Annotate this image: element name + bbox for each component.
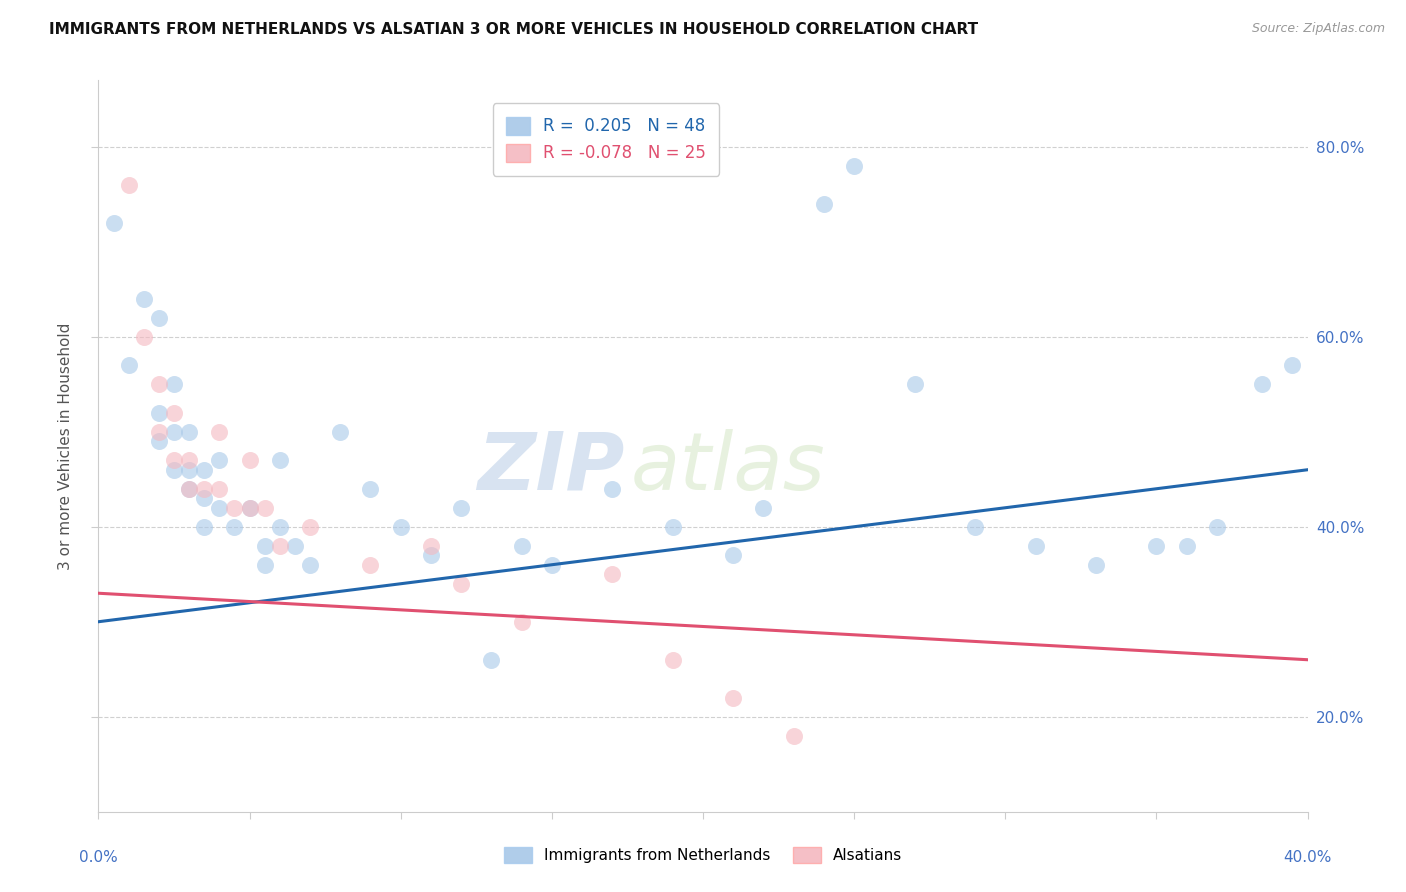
Point — [510, 615, 533, 629]
Point — [1281, 358, 1303, 372]
Y-axis label: 3 or more Vehicles in Household: 3 or more Vehicles in Household — [58, 322, 73, 570]
Point — [148, 310, 170, 325]
Point — [179, 425, 201, 439]
Point — [208, 482, 231, 496]
Point — [148, 434, 170, 449]
Point — [118, 178, 141, 192]
Point — [179, 482, 201, 496]
Point — [163, 377, 186, 392]
Point — [450, 500, 472, 515]
Point — [284, 539, 307, 553]
Point — [269, 539, 291, 553]
Point — [269, 453, 291, 467]
Point — [965, 520, 987, 534]
Point — [329, 425, 352, 439]
Point — [481, 653, 503, 667]
Point — [239, 500, 262, 515]
Point — [253, 500, 276, 515]
Point — [193, 491, 215, 506]
Point — [420, 548, 443, 562]
Point — [239, 453, 262, 467]
Point — [224, 520, 246, 534]
Legend: Immigrants from Netherlands, Alsatians: Immigrants from Netherlands, Alsatians — [496, 839, 910, 871]
Point — [179, 453, 201, 467]
Text: 0.0%: 0.0% — [79, 850, 118, 864]
Text: IMMIGRANTS FROM NETHERLANDS VS ALSATIAN 3 OR MORE VEHICLES IN HOUSEHOLD CORRELAT: IMMIGRANTS FROM NETHERLANDS VS ALSATIAN … — [49, 22, 979, 37]
Point — [103, 216, 125, 230]
Text: atlas: atlas — [630, 429, 825, 507]
Point — [540, 558, 562, 572]
Point — [132, 330, 155, 344]
Point — [163, 453, 186, 467]
Point — [208, 453, 231, 467]
Point — [661, 653, 683, 667]
Point — [193, 520, 215, 534]
Point — [360, 558, 382, 572]
Text: 40.0%: 40.0% — [1284, 850, 1331, 864]
Point — [299, 520, 322, 534]
Point — [148, 406, 170, 420]
Point — [148, 425, 170, 439]
Point — [208, 500, 231, 515]
Point — [844, 159, 866, 173]
Legend: R =  0.205   N = 48, R = -0.078   N = 25: R = 0.205 N = 48, R = -0.078 N = 25 — [494, 103, 720, 176]
Point — [1085, 558, 1108, 572]
Point — [193, 463, 215, 477]
Point — [723, 548, 745, 562]
Point — [602, 482, 624, 496]
Point — [148, 377, 170, 392]
Point — [1146, 539, 1168, 553]
Point — [813, 196, 835, 211]
Point — [783, 729, 806, 743]
Point — [360, 482, 382, 496]
Point — [239, 500, 262, 515]
Point — [179, 463, 201, 477]
Point — [1024, 539, 1046, 553]
Point — [163, 425, 186, 439]
Point — [269, 520, 291, 534]
Point — [1251, 377, 1274, 392]
Point — [163, 406, 186, 420]
Point — [904, 377, 927, 392]
Point — [389, 520, 412, 534]
Point — [118, 358, 141, 372]
Point — [224, 500, 246, 515]
Point — [163, 463, 186, 477]
Point — [602, 567, 624, 582]
Point — [208, 425, 231, 439]
Point — [1175, 539, 1198, 553]
Text: ZIP: ZIP — [477, 429, 624, 507]
Text: Source: ZipAtlas.com: Source: ZipAtlas.com — [1251, 22, 1385, 36]
Point — [723, 690, 745, 705]
Point — [253, 558, 276, 572]
Point — [132, 292, 155, 306]
Point — [179, 482, 201, 496]
Point — [450, 576, 472, 591]
Point — [193, 482, 215, 496]
Point — [661, 520, 683, 534]
Point — [299, 558, 322, 572]
Point — [253, 539, 276, 553]
Point — [420, 539, 443, 553]
Point — [510, 539, 533, 553]
Point — [752, 500, 775, 515]
Point — [1206, 520, 1229, 534]
